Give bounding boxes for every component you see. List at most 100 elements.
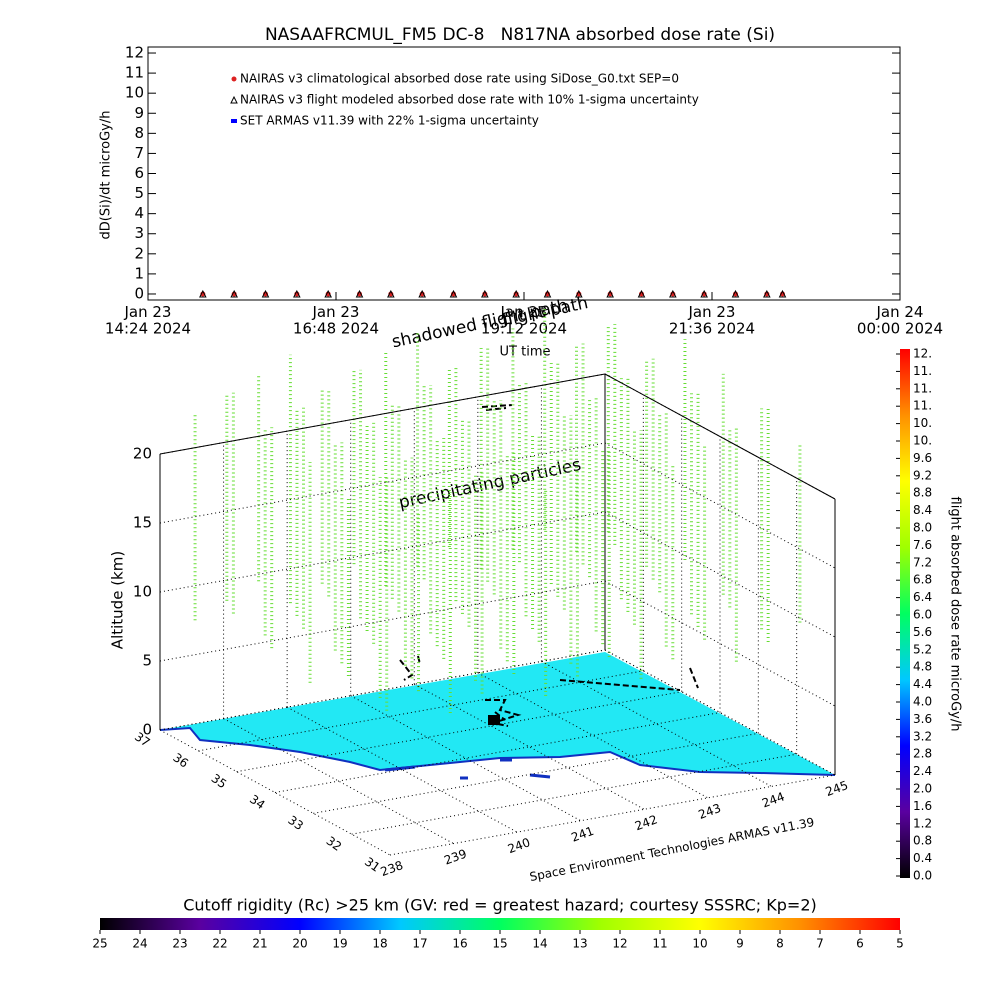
- grid-line: [159, 649, 606, 731]
- colorbar-tick-label: 7.2: [913, 555, 932, 569]
- data-point: [637, 289, 646, 298]
- y-tick-label: 0: [134, 284, 144, 302]
- data-point: [355, 289, 364, 298]
- data-point: [512, 289, 520, 298]
- colorbar-label: flight absorbed dose rate microGy/h: [948, 497, 963, 732]
- colorbar-tick-label: 15: [492, 937, 507, 951]
- grid-line: [274, 712, 721, 793]
- chart-title: NASAAFRCMUL_FM5 DC-8 N817NA absorbed dos…: [265, 25, 775, 45]
- colorbar-tick-label: 13: [572, 937, 587, 951]
- colorbar-tick-label: 0.4: [913, 851, 932, 865]
- colorbar-tick-label: 20: [292, 937, 307, 951]
- colorbar-tick-label: 11.: [913, 399, 932, 413]
- data-point: [449, 289, 458, 298]
- data-point: [387, 289, 395, 298]
- colorbar-tick-label: 16: [452, 937, 467, 951]
- colorbar-tick-label: 10.: [913, 416, 932, 430]
- grid-line: [159, 511, 606, 593]
- y-tick-label: 1: [134, 264, 144, 282]
- data-point: [293, 289, 301, 298]
- colorbar-tick-label: 6.4: [913, 590, 932, 604]
- x-tick-label: 243: [697, 801, 723, 822]
- y-tick-label: 33: [285, 813, 306, 833]
- colorbar-tick-label: 6.8: [913, 573, 932, 587]
- colorbar-tick-label: 6: [856, 937, 864, 951]
- y-tick-label: 31: [362, 854, 383, 874]
- colorbar-tick-label: 19: [332, 937, 347, 951]
- legend-marker: [231, 119, 237, 123]
- x-tick-label: Jan 23 21:36 2024: [669, 303, 755, 338]
- y-tick-label: 5: [134, 184, 144, 202]
- data-point: [700, 289, 708, 298]
- x-tick-label: Jan 23 14:24 2024: [105, 303, 191, 338]
- y-tick-label: 36: [170, 750, 191, 770]
- x-tick-label: Jan 23 16:48 2024: [293, 303, 379, 338]
- credit: Space Environment Technologies ARMAS v11…: [528, 815, 815, 884]
- x-tick-label: 240: [506, 835, 532, 856]
- z-tick-label: 0: [142, 721, 152, 739]
- colorbar-tick-label: 9: [736, 937, 744, 951]
- data-point: [606, 289, 614, 298]
- data-point: [543, 289, 552, 298]
- colorbar-tick-label: 23: [172, 937, 187, 951]
- colorbar-tick-label: 11: [652, 937, 667, 951]
- colorbar-tick-label: 10: [692, 937, 707, 951]
- y-tick-label: 7: [134, 144, 144, 162]
- colorbar-tick-label: 5: [896, 937, 904, 951]
- colorbar-tick-label: 2.8: [913, 747, 932, 761]
- colorbar-tick-label: 25: [92, 937, 107, 951]
- data-point: [481, 289, 489, 298]
- x-tick-label: Jan 24 00:00 2024: [857, 303, 943, 338]
- grid-line: [236, 691, 682, 773]
- colorbar-tick-label: 1.6: [913, 799, 932, 813]
- y-tick-label: 35: [209, 771, 230, 791]
- grid-line: [389, 774, 836, 856]
- y-tick-label: 12: [125, 44, 144, 62]
- y-tick-label: 4: [134, 204, 144, 222]
- colorbar-tick-label: 6.0: [913, 608, 932, 622]
- colorbar-tick-label: 8.8: [913, 486, 932, 500]
- legend-marker: [231, 76, 237, 82]
- x-tick-label: 242: [633, 812, 659, 833]
- colorbar-tick-label: 22: [212, 937, 227, 951]
- colorbar-tick-label: 21: [252, 937, 267, 951]
- flight-cluster: [488, 715, 500, 725]
- x-tick-label: Jan 23 19:12 2024: [481, 303, 567, 338]
- x-tick-label: 241: [569, 824, 595, 845]
- grid-line: [313, 732, 759, 814]
- colorbar-horizontal: [100, 918, 900, 930]
- y-tick-label: 34: [247, 792, 268, 812]
- colorbar-tick-label: 3.6: [913, 712, 932, 726]
- data-point: [230, 289, 238, 298]
- colorbar-tick-label: 9.6: [913, 451, 932, 465]
- data-point: [669, 289, 677, 298]
- colorbar-tick-label: 4.0: [913, 695, 932, 709]
- y-tick-label: 11: [125, 64, 144, 82]
- x-tick-label: 238: [379, 858, 405, 879]
- colorbar-tick-label: 11.: [913, 381, 932, 395]
- colorbar-tick-label: 8.4: [913, 503, 932, 517]
- y-tick-label: 2: [134, 244, 144, 262]
- legend-label: SET ARMAS v11.39 with 22% 1-sigma uncert…: [240, 114, 539, 128]
- grid-line: [159, 580, 606, 662]
- y-tick-label: 32: [324, 834, 345, 854]
- colorbar-tick-label: 5.2: [913, 642, 932, 656]
- flight-track: [399, 404, 699, 727]
- colorbar-tick-label: 24: [132, 937, 147, 951]
- data-point: [261, 289, 270, 298]
- z-tick-label: 5: [142, 652, 152, 670]
- z-axis-label: Altitude (km): [109, 551, 127, 649]
- colorbar-tick-label: 9.2: [913, 468, 932, 482]
- colorbar-tick-label: 4.4: [913, 677, 932, 691]
- colorbar-tick-label: 0.0: [913, 869, 932, 883]
- y-tick-label: 9: [134, 104, 144, 122]
- x-tick-label: 244: [760, 789, 786, 810]
- box-edge: [604, 373, 836, 500]
- data-point: [324, 289, 332, 298]
- box-edge: [159, 373, 606, 455]
- colorbar-tick-label: 7.6: [913, 538, 932, 552]
- y-tick-label: 3: [134, 224, 144, 242]
- y-tick-label: 8: [134, 124, 144, 142]
- colorbar-tick-label: 14: [532, 937, 547, 951]
- colorbar-tick-label: 1.2: [913, 816, 932, 830]
